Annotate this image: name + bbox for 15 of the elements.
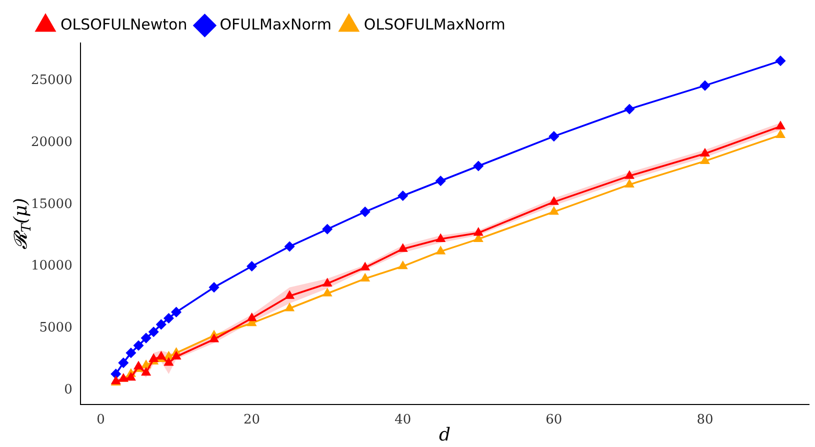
legend-label: OLSOFULMaxNorm [364,15,506,34]
x-axis-title: d [439,424,451,446]
x-tick-label: 40 [394,412,412,428]
y-tick-label: 20000 [30,134,72,150]
y-tick-label: 15000 [30,196,72,212]
x-tick-label: 0 [96,412,105,428]
legend-label: OFULMaxNorm [220,15,332,34]
x-tick-label: 20 [244,412,260,428]
y-tick-label: 25000 [30,73,72,88]
x-tick-label: 80 [696,412,714,428]
y-tick-label: 10000 [30,258,72,274]
y-tick-label: 5000 [39,320,72,336]
x-tick-label: 60 [546,412,562,428]
y-tick-label: 0 [64,382,72,398]
legend-label: OLSOFULNewton [60,15,188,34]
